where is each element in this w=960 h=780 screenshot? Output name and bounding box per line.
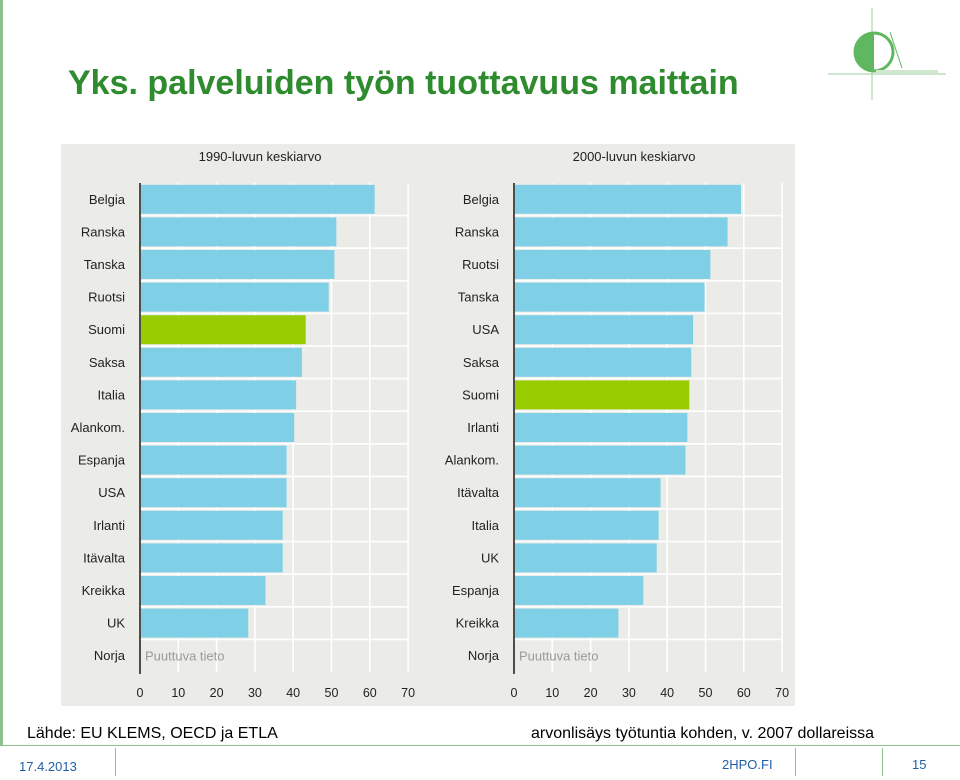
bar [515, 250, 711, 279]
bar [515, 184, 741, 214]
x-tick-label: 50 [325, 686, 339, 700]
category-label: Irlanti [93, 518, 125, 533]
category-label: Espanja [78, 453, 126, 468]
footer-separator [882, 748, 883, 776]
category-label: UK [481, 550, 499, 565]
category-label: Ruotsi [462, 257, 499, 272]
bar [515, 413, 688, 442]
bar [141, 576, 266, 605]
x-tick-label: 70 [401, 686, 415, 700]
bar [141, 315, 306, 345]
bar [515, 445, 686, 475]
bar [141, 510, 283, 540]
category-label: Belgia [463, 192, 500, 207]
x-tick-label: 0 [511, 686, 518, 700]
x-tick-label: 60 [737, 686, 751, 700]
category-label: Ranska [455, 224, 500, 239]
bar [141, 380, 297, 410]
source-note: Lähde: EU KLEMS, OECD ja ETLA [27, 725, 278, 742]
bar [515, 315, 694, 345]
x-tick-label: 70 [775, 686, 789, 700]
bar [515, 282, 705, 312]
category-label: USA [98, 485, 125, 500]
bar [141, 608, 249, 638]
bar [141, 445, 287, 475]
bar [515, 380, 690, 410]
page-number: 15 [912, 757, 927, 772]
bar [141, 250, 335, 279]
footer-site: 2HPO.FI [722, 757, 773, 772]
category-label: Espanja [452, 583, 500, 598]
footer-date: 17.4.2013 [19, 759, 77, 774]
x-tick-label: 20 [210, 686, 224, 700]
bar [515, 608, 619, 638]
x-tick-label: 50 [699, 686, 713, 700]
category-label: Norja [468, 648, 500, 663]
left-accent-rule [0, 0, 3, 745]
bar [515, 217, 728, 247]
bar [141, 543, 283, 573]
x-tick-label: 30 [622, 686, 636, 700]
category-label: Italia [98, 387, 126, 402]
category-label: Saksa [89, 355, 126, 370]
category-label: Alankom. [445, 453, 499, 468]
panel-title: 2000-luvun keskiarvo [573, 149, 696, 164]
category-label: Itävalta [83, 550, 126, 565]
category-label: Suomi [462, 387, 499, 402]
category-label: Tanska [458, 290, 500, 305]
chart-svg: 1990-luvun keskiarvo Belgia Ranska Tanska Ru… [71, 149, 789, 700]
bar [141, 184, 375, 214]
category-label: Kreikka [82, 583, 126, 598]
chart-figure: 1990-luvun keskiarvo Belgia Ranska Tanska Ru… [61, 144, 795, 706]
bar [515, 576, 644, 605]
bar [141, 478, 287, 508]
bar [515, 478, 661, 508]
category-label: UK [107, 616, 125, 631]
missing-data-label: Puuttuva tieto [519, 649, 599, 664]
x-tick-label: 0 [137, 686, 144, 700]
logo-emblem [828, 8, 946, 100]
footer-separator [795, 748, 796, 776]
bar [515, 347, 692, 377]
bar [141, 282, 329, 312]
footer-separator [115, 748, 116, 776]
category-label: USA [472, 322, 499, 337]
category-label: Irlanti [467, 420, 499, 435]
missing-data-label: Puuttuva tieto [145, 649, 225, 664]
footer-rule [0, 745, 960, 746]
x-tick-label: 10 [171, 686, 185, 700]
category-label: Alankom. [71, 420, 125, 435]
bar [515, 510, 659, 540]
x-tick-label: 40 [660, 686, 674, 700]
category-label: Itävalta [457, 485, 500, 500]
bar [141, 347, 302, 377]
bar [515, 543, 657, 573]
category-label: Saksa [463, 355, 500, 370]
category-label: Belgia [89, 192, 126, 207]
panel-title: 1990-luvun keskiarvo [199, 149, 322, 164]
category-label: Italia [472, 518, 500, 533]
category-label: Norja [94, 648, 126, 663]
category-label: Ruotsi [88, 290, 125, 305]
x-tick-label: 60 [363, 686, 377, 700]
category-label: Suomi [88, 322, 125, 337]
unit-note: arvonlisäys työtuntia kohden, v. 2007 do… [531, 725, 875, 742]
category-label: Kreikka [456, 616, 500, 631]
x-tick-label: 10 [545, 686, 559, 700]
category-label: Tanska [84, 257, 126, 272]
x-tick-label: 30 [248, 686, 262, 700]
category-label: Ranska [81, 224, 126, 239]
x-tick-label: 20 [584, 686, 598, 700]
bar [141, 217, 337, 247]
bar [141, 413, 295, 442]
slide-title: Yks. palveluiden työn tuottavuus maittai… [68, 64, 739, 102]
x-tick-label: 40 [286, 686, 300, 700]
